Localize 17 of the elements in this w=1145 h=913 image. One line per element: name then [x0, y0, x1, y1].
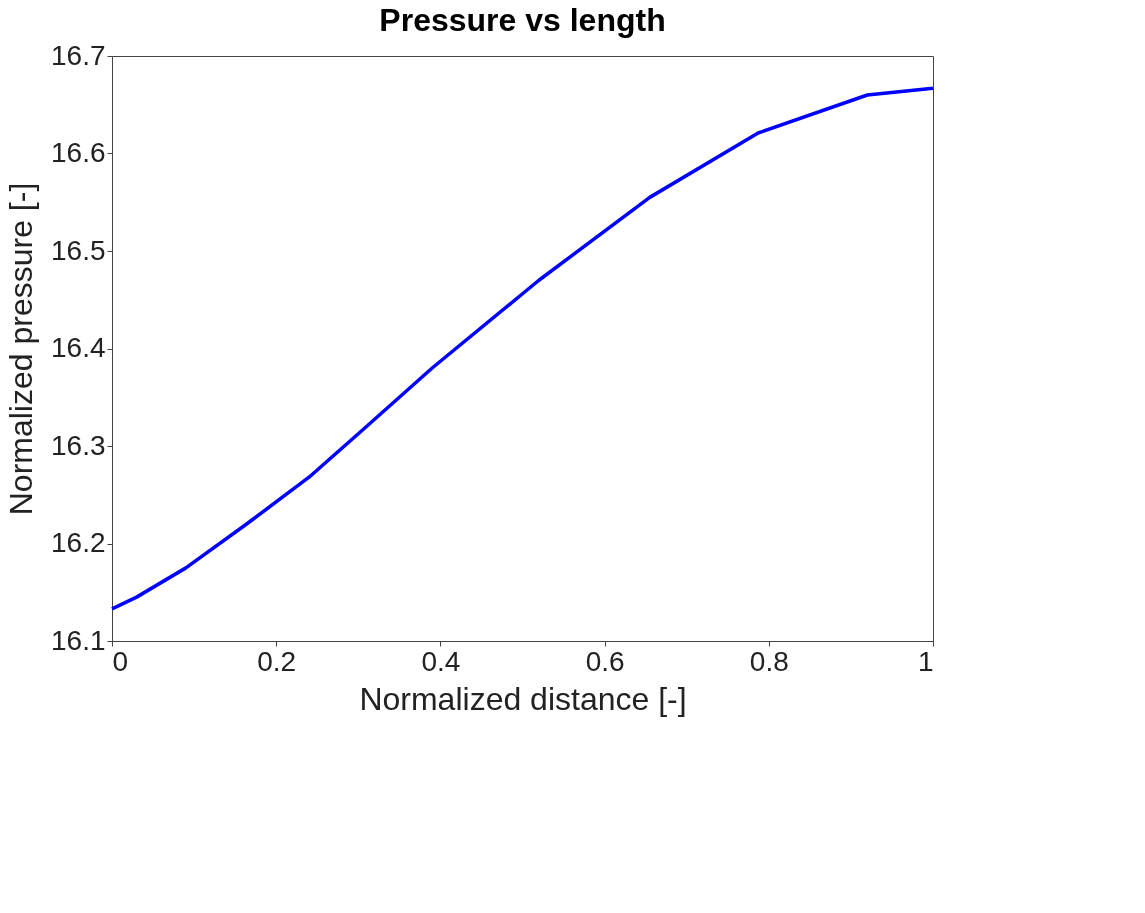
- x-tick-label: 0.6: [585, 645, 625, 677]
- x-tick-label: 1: [917, 645, 934, 677]
- y-tick-label: 16.2: [51, 527, 106, 558]
- x-axis-title: Normalized distance [-]: [359, 680, 687, 717]
- x-tick-label: 0.2: [257, 645, 297, 677]
- y-tick-label: 16.5: [51, 234, 106, 266]
- y-tick-label: 16.1: [51, 624, 106, 656]
- y-axis-title: Normalized pressure [-]: [3, 182, 39, 516]
- line-series: [110, 86, 935, 611]
- x-tick-label: 0.4: [421, 645, 461, 677]
- x-tick-label: 0: [112, 645, 129, 677]
- chart-title: Pressure vs length: [379, 2, 666, 38]
- y-tick-label: 16.6: [51, 137, 106, 168]
- y-tick-label: 16.7: [51, 39, 106, 71]
- x-tick-label: 0.8: [749, 645, 789, 677]
- y-tick-label: 16.3: [51, 429, 106, 461]
- y-tick-label: 16.4: [51, 332, 106, 363]
